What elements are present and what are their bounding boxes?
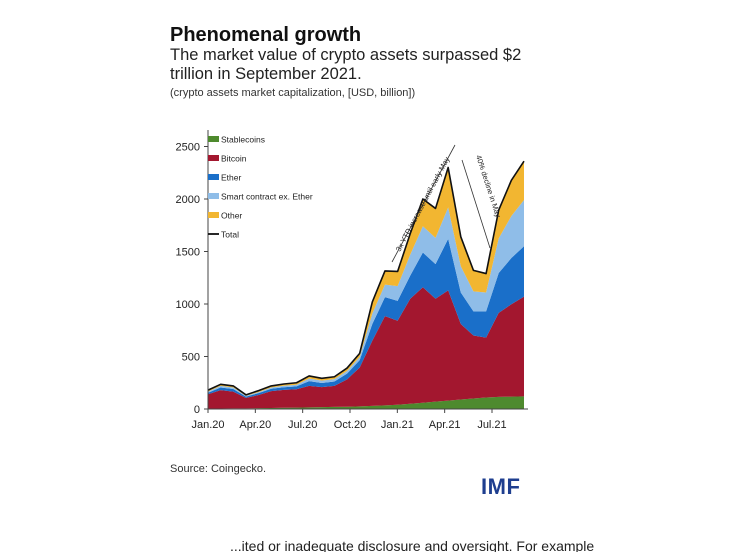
x-axis: Jan.20 Apr.20 Jul.20 Oct.20 Jan.21 Apr.21 Jul.…	[191, 408, 528, 431]
annotation-arrow-decline	[461, 159, 491, 249]
stacked-area-chart: 0 500 1000 1500 2000 2500 Jan.20 Apr.20 Jul.20 O…	[176, 130, 528, 431]
area-stablecoins	[208, 396, 524, 409]
x-tick-label: Jul.21	[477, 419, 506, 431]
y-tick-label: 1500	[176, 247, 200, 259]
x-tick-label: Jan.21	[381, 419, 414, 431]
legend: Stablecoins Bitcoin Ether Smart contract ex…	[208, 135, 313, 240]
areas-layer	[207, 160, 525, 409]
legend-swatch-other	[208, 212, 219, 218]
area-bitcoin	[208, 287, 524, 409]
legend-label: Smart contract ex. Ether	[221, 192, 313, 202]
legend-swatch-ether	[208, 174, 219, 180]
source-note: Source: Coingecko.	[170, 463, 266, 475]
x-tick-label: Apr.20	[239, 419, 271, 431]
legend-label: Bitcoin	[221, 154, 247, 164]
legend-swatch-stablecoins	[208, 136, 219, 142]
x-tick-label: Jul.20	[288, 419, 317, 431]
imf-logo: IMF	[481, 474, 521, 499]
legend-label: Total	[221, 230, 239, 240]
y-tick-label: 500	[182, 352, 200, 364]
legend-swatch-smart-contract-ex-ether	[208, 193, 219, 199]
annotation-decline: 40% decline in May	[474, 154, 503, 219]
chart-units: (crypto assets market capitalization, [U…	[170, 87, 416, 99]
chart-subtitle: The market value of crypto assets surpas…	[170, 46, 522, 83]
line-total	[207, 160, 525, 396]
y-tick-label: 2500	[176, 142, 200, 154]
y-tick-label: 0	[194, 404, 200, 416]
y-tick-label: 2000	[176, 194, 200, 206]
legend-label: Ether	[221, 173, 241, 183]
legend-swatch-bitcoin	[208, 155, 219, 161]
annotation-arrow-rise	[391, 144, 456, 263]
y-tick-label: 1000	[176, 299, 200, 311]
x-tick-label: Oct.20	[334, 419, 366, 431]
chart-title: Phenomenal growth	[170, 24, 362, 46]
footer-text: ...ited or inadequate disclosure and ove…	[230, 538, 595, 552]
x-tick-label: Apr.21	[429, 419, 461, 431]
y-axis: 0 500 1000 1500 2000 2500	[176, 130, 209, 416]
x-tick-label: Jan.20	[191, 419, 224, 431]
area-ether	[208, 238, 524, 398]
legend-label: Other	[221, 211, 242, 221]
legend-label: Stablecoins	[221, 135, 265, 145]
